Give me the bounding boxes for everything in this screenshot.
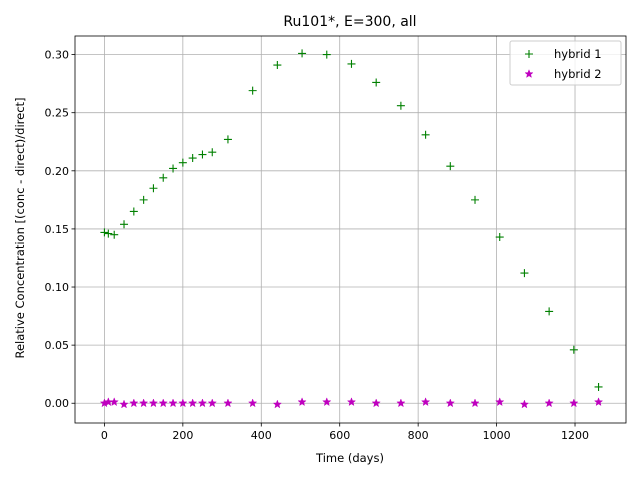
data-point-series-2 <box>207 398 217 408</box>
data-point-series-2 <box>197 398 208 408</box>
x-tick-label: 800 <box>408 429 429 442</box>
legend-marker-series-1 <box>525 50 533 58</box>
data-point-series-2 <box>346 397 357 407</box>
x-tick-label: 200 <box>172 429 193 442</box>
data-points <box>99 49 604 409</box>
legend: hybrid 1 hybrid 2 <box>509 40 622 86</box>
y-tick-label: 0.20 <box>45 165 70 178</box>
data-point-series-1 <box>594 382 603 391</box>
data-point-series-2 <box>297 397 307 407</box>
x-tick-label: 0 <box>101 429 108 442</box>
data-point-series-1 <box>178 158 187 167</box>
data-point-series-1 <box>120 220 129 229</box>
x-tick-label: 1200 <box>561 429 589 442</box>
data-point-series-2 <box>371 398 381 408</box>
x-tick-label: 1000 <box>483 429 511 442</box>
data-point-series-1 <box>104 229 113 238</box>
data-point-series-1 <box>223 135 232 144</box>
legend-marker-series-2 <box>524 69 534 78</box>
data-point-series-2 <box>178 398 188 408</box>
legend-label: hybrid 1 <box>554 47 602 61</box>
data-point-series-2 <box>322 397 332 407</box>
y-tick-label: 0.05 <box>45 339 70 352</box>
data-point-series-2 <box>129 398 139 408</box>
data-point-series-2 <box>593 397 604 407</box>
data-point-series-2 <box>495 397 505 407</box>
grid <box>75 36 626 423</box>
data-point-series-2 <box>519 399 530 409</box>
data-point-series-1 <box>322 50 331 59</box>
y-tick-label: 0.15 <box>45 223 70 236</box>
data-point-series-1 <box>396 101 405 110</box>
data-point-series-2 <box>470 398 480 408</box>
data-point-series-1 <box>495 233 504 242</box>
data-point-series-2 <box>138 398 149 408</box>
data-point-series-1 <box>149 184 158 193</box>
data-point-series-1 <box>248 86 257 95</box>
data-point-series-2 <box>168 398 178 408</box>
data-point-series-2 <box>445 398 455 408</box>
data-point-series-1 <box>208 148 217 157</box>
data-point-series-1 <box>347 59 356 68</box>
y-tick-label: 0.25 <box>45 107 70 120</box>
data-point-series-2 <box>187 398 198 408</box>
data-point-series-1 <box>520 269 529 278</box>
data-point-series-1 <box>421 130 430 139</box>
y-axis-ticks: 0.00 0.05 0.10 0.15 0.20 0.25 0.30 <box>45 49 75 410</box>
x-tick-label: 400 <box>251 429 272 442</box>
y-axis-label: Relative Concentration [(conc - direct)/… <box>13 97 27 358</box>
data-point-series-1 <box>372 78 381 87</box>
data-point-series-1 <box>159 173 168 182</box>
data-point-series-1 <box>169 164 178 173</box>
data-point-series-1 <box>110 230 119 239</box>
data-point-series-1 <box>471 195 480 204</box>
data-point-series-1 <box>139 195 148 204</box>
data-point-series-1 <box>569 345 578 354</box>
data-point-series-1 <box>446 162 455 171</box>
data-point-series-2 <box>247 398 258 408</box>
chart-title: Ru101*, E=300, all <box>283 14 416 30</box>
data-point-series-1 <box>273 61 282 70</box>
data-point-series-2 <box>420 397 431 407</box>
data-point-series-1 <box>100 228 109 237</box>
x-axis-label: Time (days) <box>315 451 384 465</box>
x-tick-label: 600 <box>329 429 350 442</box>
data-point-series-1 <box>198 150 207 159</box>
data-point-series-1 <box>188 154 197 163</box>
data-point-series-2 <box>109 397 119 407</box>
plot-frame <box>74 35 627 424</box>
data-point-series-2 <box>544 398 554 408</box>
data-point-series-2 <box>158 398 168 408</box>
data-point-series-2 <box>272 399 283 409</box>
x-axis-ticks: 0 200 400 600 800 1000 1200 <box>101 423 589 442</box>
data-point-series-1 <box>545 307 554 316</box>
data-point-series-2 <box>569 398 579 408</box>
data-point-series-1 <box>298 49 307 58</box>
y-tick-label: 0.10 <box>45 281 70 294</box>
data-point-series-1 <box>129 207 138 216</box>
legend-box <box>509 40 622 86</box>
data-point-series-2 <box>119 399 129 409</box>
y-tick-label: 0.30 <box>45 49 70 62</box>
legend-label: hybrid 2 <box>554 67 602 81</box>
data-point-series-2 <box>223 398 233 408</box>
y-tick-label: 0.00 <box>45 397 70 410</box>
data-point-series-2 <box>148 398 159 408</box>
data-point-series-2 <box>396 398 406 408</box>
